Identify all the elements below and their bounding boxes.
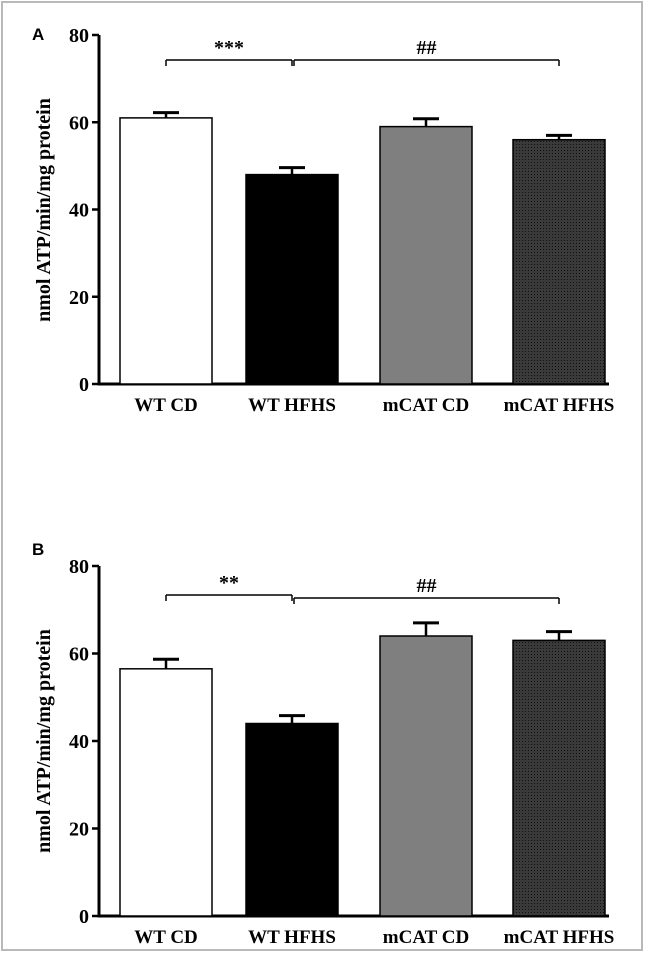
bar-mcat-hfhs: [512, 138, 606, 385]
significance-marker: **: [219, 572, 239, 594]
bar-wt-cd: [119, 668, 213, 917]
chart-panel-b: B nmol ATP/min/mg protein 0 20 40 60 80 WT CD…: [32, 540, 614, 948]
y-tick-label: 60: [69, 112, 89, 134]
significance-marker: ##: [417, 575, 437, 597]
x-tick-label: mCAT HFHS: [504, 395, 615, 416]
y-tick-label: 0: [79, 374, 89, 396]
chart-panel-a: A nmol ATP/min/mg protein 0 20 40 60 80 WT CD…: [32, 25, 614, 416]
y-tick-label: 20: [69, 819, 89, 841]
x-tick-label: mCAT HFHS: [504, 927, 615, 948]
y-tick-label: 20: [69, 287, 89, 309]
bar-wt-cd: [119, 117, 213, 385]
y-tick-label: 0: [79, 906, 89, 928]
x-tick-label: WT CD: [134, 927, 198, 948]
bar-mcat-cd: [379, 635, 473, 917]
y-tick-label: 40: [69, 731, 89, 753]
panel-label: A: [32, 25, 44, 44]
x-tick-label: WT HFHS: [248, 927, 336, 948]
y-axis-label: nmol ATP/min/mg protein: [33, 629, 55, 853]
x-tick-label: WT HFHS: [248, 395, 336, 416]
bar-mcat-hfhs: [512, 639, 606, 917]
x-tick-label: mCAT CD: [383, 395, 469, 416]
x-tick-label: WT CD: [134, 395, 198, 416]
bar-wt-hfhs: [245, 173, 339, 385]
x-tick-label: mCAT CD: [383, 927, 469, 948]
y-tick-label: 80: [69, 25, 89, 47]
y-tick-label: 60: [69, 644, 89, 666]
significance-marker: ##: [417, 37, 437, 59]
bar-mcat-cd: [379, 125, 473, 385]
y-tick-label: 80: [69, 556, 89, 578]
y-axis-label: nmol ATP/min/mg protein: [33, 98, 55, 322]
bar-wt-hfhs: [245, 722, 339, 917]
panel-label: B: [32, 540, 44, 559]
y-tick-label: 40: [69, 200, 89, 222]
significance-marker: ***: [214, 37, 244, 59]
